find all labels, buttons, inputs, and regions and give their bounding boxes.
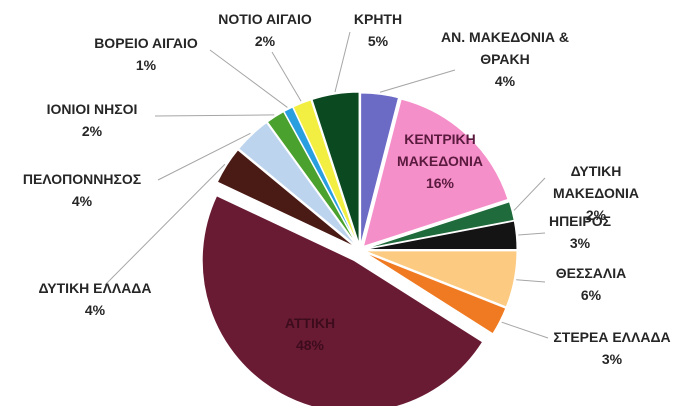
value-label: 3% [601, 351, 623, 367]
pie-slice [238, 121, 357, 247]
slice-label: ΚΕΝΤΡΙΚΗ ΜΑΚΕΔΟΝΙΑ 16% [390, 128, 490, 194]
category-name: ΙΟΝΙΟΙ ΝΗΣΟΙ [46, 101, 138, 117]
pie-slice [266, 111, 358, 246]
leader-line [518, 232, 546, 236]
pie-slice [201, 195, 484, 406]
leader-line [501, 321, 549, 339]
slice-label: ΘΕΣΣΑΛΙΑ 6% [541, 262, 641, 306]
value-label: 16% [425, 175, 455, 191]
value-label: 2% [254, 33, 276, 49]
value-label: 4% [494, 73, 516, 89]
slice-label: ΗΠΕΙΡΟΣ 3% [530, 210, 630, 254]
value-label: 3% [569, 235, 591, 251]
category-name: ΗΠΕΙΡΟΣ [548, 213, 612, 229]
leader-line [379, 69, 456, 93]
pie-slice [360, 92, 400, 246]
leader-line [334, 31, 351, 93]
slice-label: ΑΤΤΙΚΗ 48% [270, 312, 350, 356]
value-label: 4% [71, 193, 93, 209]
value-label: 6% [580, 287, 602, 303]
pie-slice [364, 201, 515, 250]
slice-label: ΒΟΡΕΙΟ ΑΙΓΑΙΟ 1% [81, 32, 211, 76]
pie-slice [311, 91, 360, 245]
value-label: 4% [84, 302, 106, 318]
value-label: 48% [295, 337, 325, 353]
value-label: 2% [585, 207, 607, 223]
category-name: ΑΝ. ΜΑΚΕΔΟΝΙΑ & ΘΡΑΚΗ [441, 29, 569, 67]
category-name: ΑΤΤΙΚΗ [284, 315, 336, 331]
leader-line [271, 51, 302, 102]
slice-label: ΑΝ. ΜΑΚΕΔΟΝΙΑ & ΘΡΑΚΗ 4% [425, 26, 585, 92]
leader-line [157, 132, 251, 181]
category-name: ΘΕΣΣΑΛΙΑ [555, 265, 627, 281]
leader-line [513, 177, 546, 211]
slice-label: ΙΟΝΙΟΙ ΝΗΣΟΙ 2% [32, 98, 152, 142]
value-label: 5% [367, 33, 389, 49]
leader-line [104, 163, 226, 286]
leader-line [154, 114, 275, 117]
category-name: ΝΟΤΙΟ ΑΙΓΑΙΟ [218, 11, 312, 27]
category-name: ΣΤΕΡΕΑ ΕΛΛΑΔΑ [553, 329, 671, 345]
category-name: ΒΟΡΕΙΟ ΑΙΓΑΙΟ [94, 35, 198, 51]
leader-line [209, 49, 288, 108]
category-name: ΚΕΝΤΡΙΚΗ ΜΑΚΕΔΟΝΙΑ [397, 131, 483, 169]
category-name: ΠΕΛΟΠΟΝΝΗΣΟΣ [22, 171, 142, 187]
pie-slice [364, 250, 518, 308]
pie-slice [216, 149, 356, 248]
category-name: ΔΥΤΙΚΗ ΜΑΚΕΔΟΝΙΑ [553, 163, 639, 201]
pie-slice [283, 106, 358, 245]
slice-label: ΔΥΤΙΚΗ ΜΑΚΕΔΟΝΙΑ 2% [546, 160, 646, 226]
slice-label: ΚΡΗΤΗ 5% [338, 8, 418, 52]
category-name: ΔΥΤΙΚΗ ΕΛΛΑΔΑ [38, 280, 152, 296]
category-name: ΚΡΗΤΗ [353, 11, 403, 27]
slice-label: ΔΥΤΙΚΗ ΕΛΛΑΔΑ 4% [20, 277, 170, 321]
pie-slice [362, 98, 509, 248]
pie-slice [364, 220, 518, 251]
value-label: 1% [135, 57, 157, 73]
pie-slice [292, 99, 359, 245]
slice-label: ΝΟΤΙΟ ΑΙΓΑΙΟ 2% [205, 8, 325, 52]
slice-label: ΠΕΛΟΠΟΝΝΗΣΟΣ 4% [7, 168, 157, 212]
slice-label: ΣΤΕΡΕΑ ΕΛΛΑΔΑ 3% [547, 326, 676, 370]
leader-line [516, 279, 546, 283]
pie-slice [364, 251, 507, 335]
value-label: 2% [81, 123, 103, 139]
